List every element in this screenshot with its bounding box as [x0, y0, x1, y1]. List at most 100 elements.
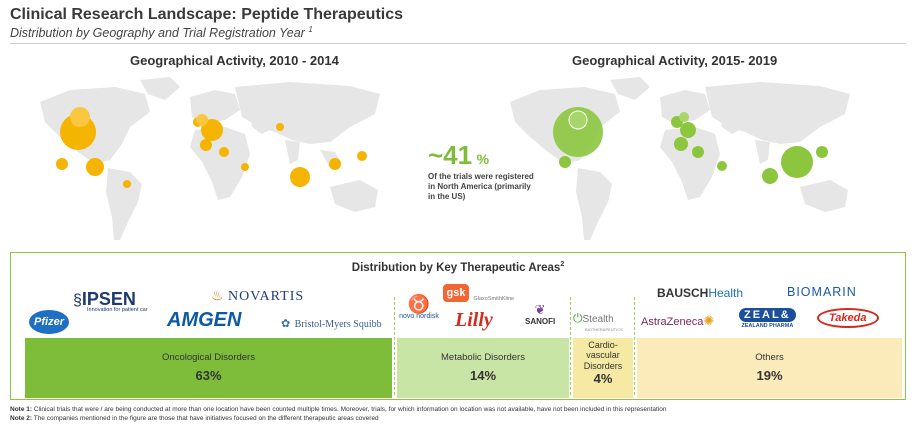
bubble-china: [329, 158, 341, 170]
sanofi-text: SANOFI: [525, 317, 556, 326]
map-bubbles-2010-2014: [56, 107, 367, 188]
bms-text: Bristol-Myers Squibb: [294, 319, 382, 330]
zealand-pharma-logo: ZEAL& ZEALAND PHARMA: [739, 305, 796, 329]
stealth-text: Stealth: [582, 314, 614, 325]
bubble-r-china-large: [781, 146, 813, 178]
zealand-text: ZEAL&: [739, 308, 796, 322]
bubble-europe-east: [219, 147, 229, 157]
therapeutic-areas-title: Distribution by Key Therapeutic Areas2: [11, 261, 905, 274]
bubble-europe-south: [200, 139, 212, 151]
area-metabolic-label: Metabolic Disorders: [441, 352, 525, 363]
page-title: Clinical Research Landscape: Peptide The…: [10, 6, 404, 23]
callout-text: Of the trials were registered in North A…: [428, 172, 534, 201]
sanofi-logo: ❦ SANOFI: [525, 303, 556, 327]
novo-apis-bull-icon: ♉: [407, 294, 431, 314]
takeda-logo: Takeda: [817, 308, 879, 328]
map-land: [40, 77, 380, 240]
north-america-callout: ~41 % Of the trials were registered in N…: [428, 140, 538, 202]
map-title-2015-2019: Geographical Activity, 2015- 2019: [572, 53, 778, 68]
bms-emblem-icon: ✿: [281, 318, 291, 330]
world-map-2015-2019: [510, 77, 850, 240]
novartis-logo: ♨ NOVARTIS: [211, 287, 304, 305]
area-others-label: Others: [755, 352, 784, 363]
bms-logo: ✿ Bristol-Myers Squibb: [281, 314, 382, 332]
area-cardiovascular-percent: 4%: [593, 371, 613, 387]
bubble-middle-east: [241, 163, 249, 171]
bubble-r-us-north: [568, 110, 588, 130]
therapeutic-areas-panel: Distribution by Key Therapeutic Areas2 P…: [10, 252, 906, 400]
bubble-r-us-large: [553, 107, 603, 157]
bubble-r-europe-main: [680, 122, 696, 138]
astrazeneca-text: AstraZeneca: [641, 316, 704, 328]
biomarin-logo: BIOMARIN: [787, 285, 857, 299]
bubble-south-america: [123, 180, 131, 188]
bubble-europe-main: [201, 119, 223, 141]
area-oncological-label: Oncological Disorders: [162, 352, 255, 363]
bubble-us-southeast: [86, 158, 104, 176]
novartis-flame-icon: ♨: [211, 287, 224, 303]
ipsen-mark-icon: §: [73, 292, 82, 309]
bubble-r-japan: [816, 146, 828, 158]
therapeutic-areas-footnote-marker: 2: [560, 261, 565, 268]
note-1-text: Clinical trials that were / are being co…: [32, 406, 667, 413]
lilly-logo: Lilly: [455, 309, 493, 331]
ipsen-tagline: Innovation for patient car: [87, 307, 148, 313]
bubble-r-europe-east: [692, 146, 704, 158]
stealth-logo: ⏻Stealth BIOTHERAPEUTICS: [573, 309, 623, 332]
bubble-r-us-west: [559, 156, 571, 168]
map-bubbles-2015-2019: [553, 107, 828, 184]
world-map-2010-2014: [40, 77, 380, 240]
astrazeneca-swirl-icon: ✺: [703, 313, 715, 328]
note-2: Note 2: The companies mentioned in the f…: [10, 415, 379, 422]
area-others-percent: 19%: [756, 368, 783, 383]
note-2-label: Note 2:: [10, 415, 33, 422]
subtitle-footnote-marker: 1: [308, 25, 313, 34]
novo-nordisk-logo: ♉ novo nordisk: [397, 295, 441, 320]
divider-oncology-metabolic: [394, 297, 395, 395]
bubble-r-europe-north: [679, 112, 689, 122]
note-2-text: The companies mentioned in the figure ar…: [32, 415, 379, 422]
divider-metabolic-cardio: [570, 297, 571, 395]
ipsen-logo: §IPSEN Innovation for patient car: [73, 289, 148, 313]
bubble-europe-north: [196, 114, 208, 126]
gsk-badge: gsk: [443, 284, 469, 302]
bausch-health-text: Health: [708, 286, 744, 300]
callout-unit: %: [476, 151, 490, 167]
bausch-text: BAUSCH: [657, 286, 709, 300]
stealth-subtext: BIOTHERAPEUTICS: [585, 327, 623, 332]
subtitle-text: Distribution by Geography and Trial Regi…: [10, 26, 305, 41]
bubble-us-canada: [70, 107, 90, 127]
pfizer-logo: Pfizer: [29, 310, 69, 334]
astrazeneca-logo: AstraZeneca✺: [641, 312, 714, 330]
note-1-label: Note 1:: [10, 406, 33, 413]
therapeutic-areas-title-text: Distribution by Key Therapeutic Areas: [351, 261, 561, 274]
note-1: Note 1: Clinical trials that were / are …: [10, 406, 667, 413]
area-oncological-percent: 63%: [195, 368, 222, 383]
area-cardiovascular-disorders: Cardio- vascular Disorders 4%: [573, 338, 633, 398]
amgen-logo: AMGEN: [167, 309, 242, 331]
bubble-russia: [276, 123, 284, 131]
page-subtitle: Distribution by Geography and Trial Regi…: [10, 25, 313, 40]
bubble-india: [290, 167, 310, 187]
novartis-text: NOVARTIS: [228, 289, 305, 304]
area-oncological-disorders: Oncological Disorders 63%: [25, 338, 392, 398]
header-rule: [10, 43, 906, 44]
callout-value: ~41: [428, 140, 473, 170]
gsk-logo: gsk GlaxoSmithKline: [443, 283, 514, 302]
bubble-us-west: [56, 158, 68, 170]
divider-cardio-others: [634, 297, 635, 395]
bausch-health-logo: BAUSCHHealth: [657, 286, 743, 300]
bubble-r-middle-east: [717, 161, 727, 171]
bubble-r-india: [762, 168, 778, 184]
stealth-power-icon: ⏻: [573, 311, 583, 325]
area-others: Others 19%: [637, 338, 902, 398]
bubble-japan: [357, 151, 367, 161]
bubble-r-europe-south: [674, 137, 688, 151]
gsk-subtext: GlaxoSmithKline: [473, 296, 515, 302]
area-cardiovascular-label: Cardio- vascular Disorders: [583, 340, 623, 371]
zealand-subtext: ZEALAND PHARMA: [741, 323, 794, 329]
ipsen-text: IPSEN: [81, 289, 136, 309]
area-metabolic-percent: 14%: [469, 368, 497, 383]
map-title-2010-2014: Geographical Activity, 2010 - 2014: [130, 53, 339, 68]
novo-nordisk-text: novo nordisk: [399, 313, 439, 320]
